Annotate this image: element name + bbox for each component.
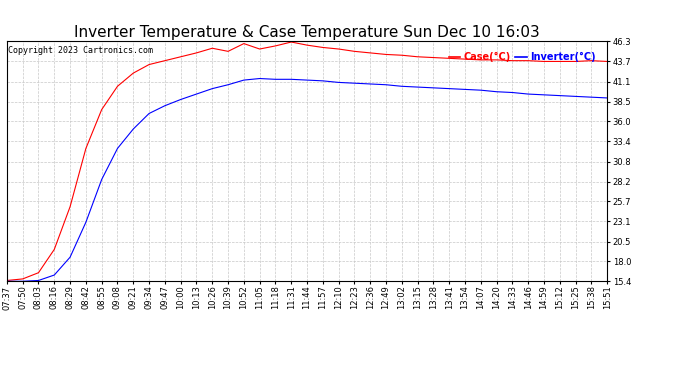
Text: Copyright 2023 Cartronics.com: Copyright 2023 Cartronics.com xyxy=(8,46,153,55)
Legend: Case(°C), Inverter(°C): Case(°C), Inverter(°C) xyxy=(444,48,600,66)
Title: Inverter Temperature & Case Temperature Sun Dec 10 16:03: Inverter Temperature & Case Temperature … xyxy=(75,25,540,40)
